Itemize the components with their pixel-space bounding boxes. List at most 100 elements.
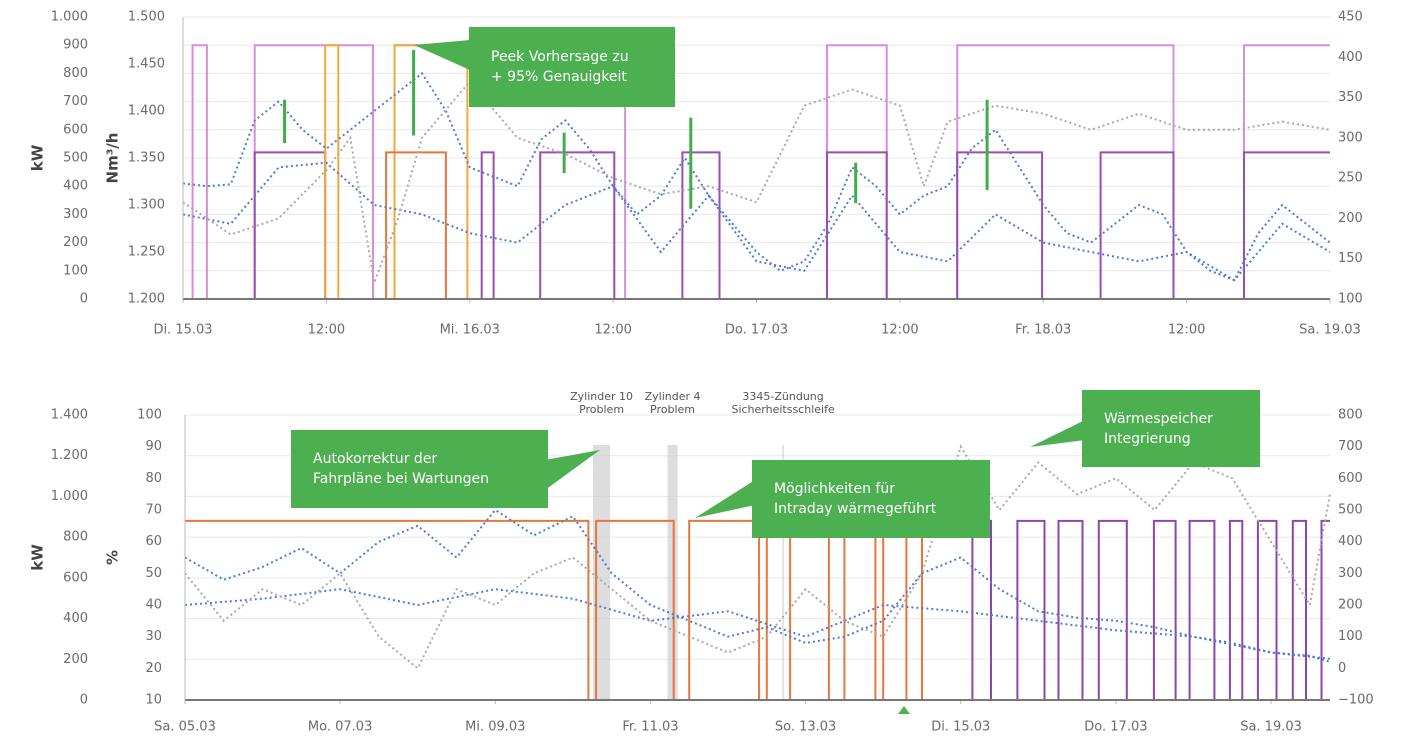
y-tick-label: 1.400 xyxy=(51,408,88,423)
y3-tick-label: 20 xyxy=(145,661,162,676)
y-tick-label: 0 xyxy=(80,693,88,708)
y2-tick-label: 450 xyxy=(1338,10,1363,25)
y2-tick-label: 700 xyxy=(1338,439,1363,454)
callout: Peek Vorhersage zu + 95% Genauigkeit xyxy=(469,27,675,107)
y-tick-label: 0 xyxy=(80,292,88,307)
y-tick-label: 300 xyxy=(63,207,88,222)
series-line xyxy=(182,79,1331,287)
x-tick-label: 12:00 xyxy=(308,323,345,338)
y2-tick-label: 350 xyxy=(1338,90,1363,105)
series-line xyxy=(183,151,1330,300)
y2-tick-label: 200 xyxy=(1338,598,1363,613)
y2-tick-label: 100 xyxy=(1338,629,1363,644)
y-tick-label: 200 xyxy=(63,652,88,667)
callout-pointer xyxy=(695,480,755,518)
x-tick-label: 12:00 xyxy=(594,323,631,338)
y2-tick-label: 100 xyxy=(1338,292,1363,307)
y-tick-label: 200 xyxy=(63,235,88,250)
callout: Wärmespeicher Integrierung xyxy=(1082,390,1260,467)
y2-tick-label: 250 xyxy=(1338,171,1363,186)
series-line xyxy=(385,151,447,299)
y3-tick-label: 100 xyxy=(137,408,162,423)
y-tick-label: 1.000 xyxy=(51,489,88,504)
y2-tick-label: 500 xyxy=(1338,503,1363,518)
series-line xyxy=(182,71,1331,282)
y-tick-label: 800 xyxy=(63,66,88,81)
x-tick-label: Do. 17.03 xyxy=(725,323,788,338)
y3-tick-label: 1.450 xyxy=(128,57,165,72)
event-band xyxy=(593,445,611,700)
callout: Möglichkeiten für Intraday wärmegeführt xyxy=(752,460,990,538)
x-tick-label: 12:00 xyxy=(881,323,918,338)
x-tick-label: So. 13.03 xyxy=(775,720,836,735)
y2-tick-label: 400 xyxy=(1338,50,1363,65)
y-tick-label: 700 xyxy=(63,94,88,109)
y-tick-label: 800 xyxy=(63,530,88,545)
y3-tick-label: 1.300 xyxy=(128,198,165,213)
y3-tick-label: 70 xyxy=(145,503,162,518)
y-tick-label: 600 xyxy=(63,570,88,585)
y2-tick-label: 400 xyxy=(1338,534,1363,549)
y2-tick-label: 150 xyxy=(1338,251,1363,266)
series-line xyxy=(184,508,1331,663)
series-line xyxy=(182,161,1331,282)
series-line xyxy=(183,44,1330,300)
y2-tick-label: 600 xyxy=(1338,471,1363,486)
y2-tick-label: 0 xyxy=(1338,661,1346,676)
y3-tick-label: 80 xyxy=(145,471,162,486)
y2-tick-label: 300 xyxy=(1338,566,1363,581)
y3-axis-label: Nm³/h xyxy=(104,133,122,184)
series-line xyxy=(184,588,1331,660)
series-line xyxy=(184,444,1331,670)
y-tick-label: 100 xyxy=(63,263,88,278)
event-band xyxy=(667,445,678,700)
y-tick-label: 900 xyxy=(63,38,88,53)
y-tick-label: 400 xyxy=(63,611,88,626)
x-tick-label: Sa. 19.03 xyxy=(1240,720,1302,735)
y-axis-label: kW xyxy=(29,144,47,171)
y2-tick-label: −100 xyxy=(1338,693,1374,708)
callout-pointer xyxy=(1030,420,1085,447)
x-tick-label: Sa. 05.03 xyxy=(154,720,216,735)
series-line xyxy=(937,519,1330,701)
event-band xyxy=(782,445,784,700)
x-tick-label: Di. 15.03 xyxy=(931,720,990,735)
y3-tick-label: 10 xyxy=(145,693,162,708)
y-tick-label: 600 xyxy=(63,122,88,137)
y3-tick-label: 1.200 xyxy=(128,292,165,307)
y3-tick-label: 1.250 xyxy=(128,245,165,260)
x-tick-label: Mo. 07.03 xyxy=(308,720,372,735)
y3-tick-label: 1.400 xyxy=(128,104,165,119)
event-label: Zylinder 10 Problem xyxy=(570,390,634,416)
series-line xyxy=(185,519,923,701)
y3-tick-label: 50 xyxy=(145,566,162,581)
y3-tick-label: 1.350 xyxy=(128,151,165,166)
x-tick-label: Sa. 19.03 xyxy=(1299,323,1361,338)
y-tick-label: 1.000 xyxy=(51,10,88,25)
x-tick-label: Fr. 18.03 xyxy=(1015,323,1071,338)
x-tick-label: Di. 15.03 xyxy=(153,323,212,338)
y3-tick-label: 1.500 xyxy=(128,10,165,25)
x-tick-label: Fr. 11.03 xyxy=(622,720,678,735)
y3-tick-label: 40 xyxy=(145,598,162,613)
y3-tick-label: 90 xyxy=(145,439,162,454)
y-tick-label: 500 xyxy=(63,151,88,166)
x-tick-label: Mi. 09.03 xyxy=(465,720,525,735)
y3-tick-label: 30 xyxy=(145,629,162,644)
now-marker xyxy=(898,706,910,714)
y2-tick-label: 300 xyxy=(1338,130,1363,145)
y-tick-label: 1.200 xyxy=(51,448,88,463)
y-axis-label: kW xyxy=(29,544,47,571)
y2-tick-label: 800 xyxy=(1338,408,1363,423)
callout-pointer xyxy=(545,450,600,490)
y3-tick-label: 60 xyxy=(145,534,162,549)
x-tick-label: 12:00 xyxy=(1168,323,1205,338)
callout-pointer xyxy=(414,40,470,70)
x-tick-label: Do. 17.03 xyxy=(1084,720,1147,735)
y-tick-label: 400 xyxy=(63,179,88,194)
x-tick-label: Mi. 16.03 xyxy=(440,323,500,338)
y2-tick-label: 200 xyxy=(1338,211,1363,226)
callout: Autokorrektur der Fahrpläne bei Wartunge… xyxy=(291,430,548,508)
